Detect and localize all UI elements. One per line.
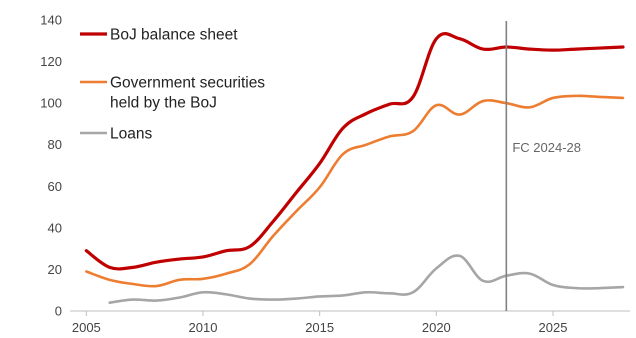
y-tick-label: 0 (55, 304, 62, 319)
x-tick-label: 2005 (72, 320, 101, 335)
y-tick-label: 80 (48, 137, 62, 152)
x-tick-label: 2010 (189, 320, 218, 335)
axes: 0 20 40 60 80 100 120 140 2005 2010 2015 2020 2025 (40, 13, 630, 335)
y-tick-label: 100 (40, 96, 62, 111)
x-tick-label: 2020 (422, 320, 451, 335)
series-line-loans (108, 254, 625, 304)
x-tick-label: 2015 (305, 320, 334, 335)
legend-label: held by the BoJ (110, 95, 217, 112)
series-line-boj-balance-sheet (84, 32, 625, 271)
y-tick-label: 140 (40, 13, 62, 28)
series-layer (84, 32, 625, 304)
series-line-government-securities (85, 94, 625, 288)
y-tick-label: 60 (48, 179, 62, 194)
forecast-label: FC 2024-28 (512, 140, 581, 155)
y-tick-label: 120 (40, 54, 62, 69)
legend-label: BoJ balance sheet (110, 27, 238, 44)
legend: BoJ balance sheet Government securities he… (80, 27, 265, 143)
y-tick-label: 40 (48, 220, 62, 235)
y-tick-label: 20 (48, 262, 62, 277)
legend-label: Loans (110, 126, 152, 143)
legend-label: Government securities (110, 75, 265, 92)
annotation-layer: FC 2024-28 (505, 21, 581, 311)
x-tick-label: 2025 (539, 320, 568, 335)
